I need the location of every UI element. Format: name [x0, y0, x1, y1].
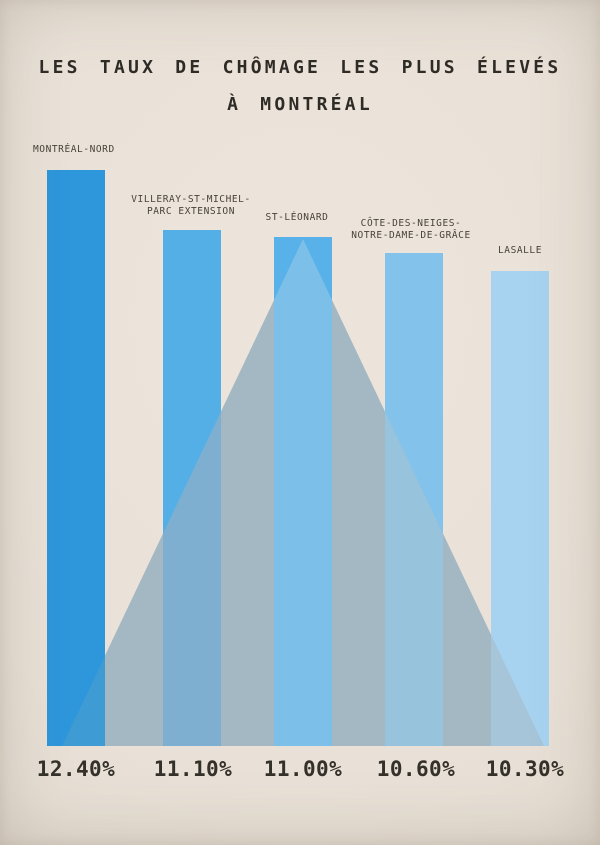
triangle-overlap-bar5 — [491, 634, 544, 746]
poster-title-line1: LES TAUX DE CHÔMAGE LES PLUS ÉLEVÉS — [38, 57, 562, 78]
bar-label-line: LASALLE — [497, 245, 543, 256]
triangle-overlap-bar3 — [274, 239, 332, 746]
bar-label-st-leonard: ST-LÉONARD — [266, 212, 329, 224]
triangle-overlap-bar4 — [385, 411, 443, 746]
triangle-overlap-bar2 — [163, 411, 221, 746]
bar-value-lasalle: 10.30% — [485, 757, 565, 781]
bar-label-lasalle: LASALLE — [498, 245, 542, 257]
bar-montreal-nord — [47, 170, 105, 746]
bar-value-villeray: 11.10% — [153, 757, 233, 781]
bar-label-villeray: VILLERAY-ST-MICHEL- PARC EXTENSION — [131, 194, 251, 218]
poster-title-line2: À MONTRÉAL — [227, 94, 373, 115]
bar-value-montreal-nord: 12.40% — [36, 757, 116, 781]
bar-label-line: ST-LÉONARD — [265, 212, 329, 223]
bar-label-line: MONTRÉAL-NORD — [33, 144, 115, 155]
bar-label-montreal-nord: MONTRÉAL-NORD — [33, 144, 115, 156]
bar-label-line: CÔTE-DES-NEIGES- — [360, 218, 462, 229]
bar-value-st-leonard: 11.00% — [263, 757, 343, 781]
bar-label-line: NOTRE-DAME-DE-GRÂCE — [351, 230, 471, 241]
bar-label-line: PARC EXTENSION — [146, 206, 236, 217]
triangle-overlap-bar1 — [62, 656, 105, 746]
bar-label-line: VILLERAY-ST-MICHEL- — [131, 194, 251, 205]
bar-label-cote-des-neiges: CÔTE-DES-NEIGES- NOTRE-DAME-DE-GRÂCE — [351, 218, 471, 242]
bar-value-cote-des-neiges: 10.60% — [376, 757, 456, 781]
